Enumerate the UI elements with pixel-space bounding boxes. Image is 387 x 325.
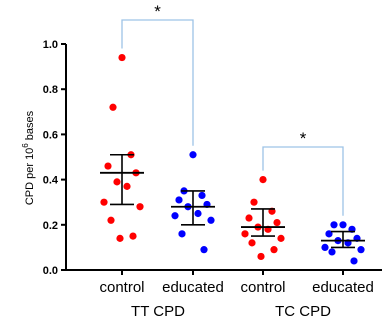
category-labels: control educated control educated TT CPD TC C…: [99, 279, 373, 320]
data-point-control: [118, 53, 126, 62]
y-tick-label: 0.4: [43, 175, 59, 187]
data-point-control: [245, 214, 253, 222]
x-category-label: control: [99, 279, 144, 296]
data-point-educated: [339, 221, 347, 229]
data-point-educated: [207, 216, 215, 224]
data-point-control: [123, 182, 131, 190]
x-category-label: control: [240, 279, 285, 296]
data-point-control: [104, 162, 112, 170]
x-category-label: educated: [312, 279, 374, 296]
data-point-control: [277, 234, 285, 242]
data-point-control: [250, 198, 258, 206]
x-category-label: educated: [162, 279, 224, 296]
significance-marker: *: [154, 2, 161, 21]
chart-axes: 0.0 0.2 0.4 0.6 0.8 1.0: [43, 39, 382, 277]
data-point-control: [116, 234, 124, 242]
data-point-educated: [325, 230, 333, 238]
data-point-control: [257, 252, 265, 261]
data-point-control: [113, 178, 121, 186]
y-tick-label: 0.2: [43, 220, 58, 232]
data-point-educated: [350, 257, 358, 265]
significance-marker: *: [300, 129, 307, 148]
error-bars: [100, 153, 365, 249]
data-point-educated: [175, 196, 183, 204]
data-point-educated: [357, 246, 365, 254]
data-point-control: [248, 239, 256, 247]
data-point-control: [107, 216, 115, 224]
y-tick-label: 1.0: [43, 39, 58, 51]
data-point-educated: [328, 248, 336, 256]
y-tick-label: 0.6: [43, 129, 58, 141]
data-point-educated: [178, 230, 186, 238]
data-point-educated: [189, 151, 197, 159]
data-point-control: [241, 230, 249, 238]
data-point-control: [129, 232, 137, 240]
significance-brackets: **: [121, 2, 344, 216]
data-point-control: [259, 176, 267, 184]
y-tick-label: 0.8: [43, 84, 58, 96]
data-point-educated: [330, 221, 338, 229]
y-tick-label: 0.0: [43, 265, 58, 277]
x-group-label: TC CPD: [275, 303, 331, 320]
data-point-control: [136, 203, 144, 211]
data-point-educated: [171, 212, 179, 220]
data-point-educated: [198, 191, 206, 200]
data-points: [100, 53, 365, 265]
data-point-educated: [200, 246, 208, 254]
x-group-label: TT CPD: [131, 303, 185, 320]
significance-bracket: [121, 19, 194, 146]
y-axis-title: CPD per 106 bases: [21, 110, 36, 205]
significance-bracket: [262, 146, 344, 216]
data-point-control: [100, 198, 108, 206]
data-point-control: [109, 103, 117, 111]
data-point-control: [270, 246, 278, 254]
data-point-educated: [194, 209, 202, 218]
data-point-control: [273, 218, 281, 227]
data-point-educated: [321, 243, 329, 251]
